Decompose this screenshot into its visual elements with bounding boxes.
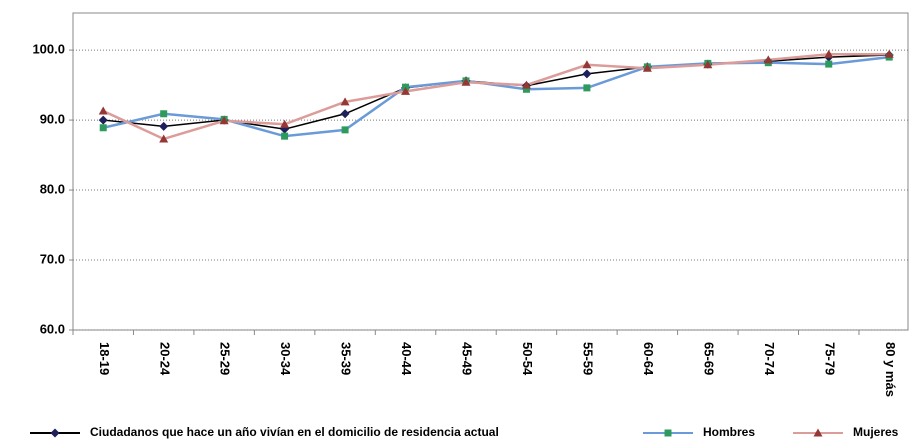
y-tick-label: 80.0 bbox=[40, 181, 65, 196]
data-point bbox=[703, 60, 713, 69]
x-tick-label: 65-69 bbox=[701, 342, 716, 375]
legend-label: Ciudadanos que hace un año vivían en el … bbox=[90, 425, 499, 439]
data-point bbox=[341, 126, 349, 134]
x-tick-label: 80 y más bbox=[883, 342, 898, 397]
x-tick-label: 55-59 bbox=[580, 342, 595, 375]
data-point bbox=[160, 110, 168, 118]
legend-marker bbox=[813, 428, 823, 437]
x-tick-label: 20-24 bbox=[157, 342, 172, 376]
data-point bbox=[340, 97, 350, 106]
series-line bbox=[102, 53, 890, 141]
data-point bbox=[582, 69, 592, 79]
x-tick-label: 18-19 bbox=[97, 342, 112, 375]
data-point bbox=[763, 55, 773, 64]
x-tick-label: 30-34 bbox=[278, 342, 293, 376]
series-line bbox=[102, 55, 890, 138]
legend-label: Mujeres bbox=[853, 425, 899, 439]
data-point bbox=[825, 60, 833, 68]
data-point bbox=[642, 63, 652, 72]
x-tick-label: 25-29 bbox=[218, 342, 233, 375]
data-point bbox=[280, 124, 290, 134]
data-point bbox=[824, 49, 834, 58]
legend-marker bbox=[50, 428, 60, 438]
y-tick-label: 70.0 bbox=[40, 251, 65, 266]
x-tick-label: 70-74 bbox=[762, 342, 777, 376]
data-point bbox=[522, 85, 530, 93]
data-point bbox=[159, 121, 169, 131]
legend: Ciudadanos que hace un año vivían en el … bbox=[30, 425, 899, 439]
y-tick-label: 60.0 bbox=[40, 321, 65, 336]
data-point bbox=[582, 60, 592, 69]
legend-marker bbox=[664, 429, 672, 437]
legend-label: Hombres bbox=[703, 425, 755, 439]
data-point bbox=[401, 86, 411, 95]
data-point bbox=[521, 80, 531, 89]
data-point bbox=[98, 106, 108, 115]
data-point bbox=[98, 115, 108, 125]
data-point bbox=[281, 132, 289, 140]
x-tick-label: 35-39 bbox=[339, 342, 354, 375]
data-point bbox=[583, 84, 591, 92]
data-point bbox=[340, 109, 350, 119]
data-point bbox=[219, 116, 229, 125]
data-point bbox=[884, 49, 894, 58]
data-point bbox=[461, 77, 471, 86]
y-tick-label: 90.0 bbox=[40, 112, 65, 127]
x-tick-label: 60-64 bbox=[641, 342, 656, 376]
x-tick-label: 45-49 bbox=[460, 342, 475, 375]
data-point bbox=[280, 119, 290, 128]
x-tick-label: 40-44 bbox=[399, 342, 414, 376]
x-tick-label: 50-54 bbox=[520, 342, 535, 376]
data-point bbox=[159, 134, 169, 143]
x-tick-label: 75-79 bbox=[822, 342, 837, 375]
data-point bbox=[99, 124, 107, 132]
y-tick-label: 100.0 bbox=[32, 42, 65, 57]
